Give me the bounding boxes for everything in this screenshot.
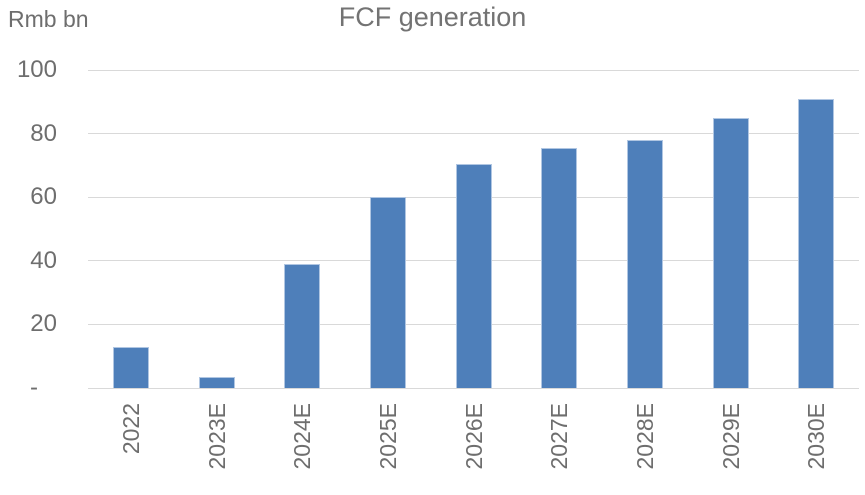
gridline	[88, 387, 859, 389]
x-tick-label: 2026E	[460, 403, 487, 470]
y-tick-label: -	[30, 374, 38, 401]
x-tick-label: 2027E	[546, 403, 573, 470]
y-tick-label: 40	[30, 246, 57, 274]
chart-title: FCF generation	[338, 2, 527, 32]
bar-2030E	[798, 98, 835, 388]
y-tick-label: 60	[30, 183, 57, 211]
bar-2029E	[712, 117, 749, 388]
y-tick-label: 80	[30, 119, 57, 147]
bar-2028E	[626, 139, 663, 388]
y-axis-unit-label: Rmb bn	[8, 6, 89, 32]
y-tick-label: 100	[16, 56, 57, 83]
bar-2027E	[541, 147, 578, 388]
bar-2024E	[284, 263, 321, 388]
x-tick-label: 2022	[117, 403, 144, 455]
x-tick-label: 2028E	[631, 403, 658, 470]
x-tick-label: 2024E	[289, 403, 316, 470]
gridline	[88, 133, 859, 135]
x-tick-label: 2029E	[717, 403, 744, 470]
bar-2026E	[455, 163, 492, 388]
bar-2022	[112, 346, 149, 388]
bar-2023E	[198, 376, 235, 388]
plot-area	[88, 69, 859, 389]
x-tick-label: 2023E	[203, 403, 230, 470]
x-tick-label: 2025E	[374, 403, 401, 470]
gridline	[88, 69, 859, 71]
bar-2025E	[369, 197, 406, 388]
y-tick-label: 20	[30, 310, 57, 338]
x-tick-label: 2030E	[803, 403, 830, 470]
